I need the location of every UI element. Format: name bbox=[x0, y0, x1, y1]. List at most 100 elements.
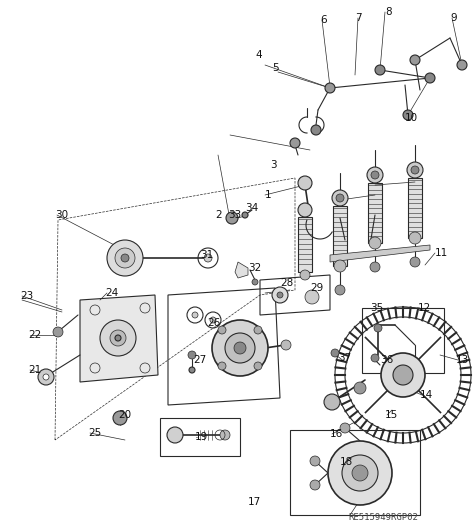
Circle shape bbox=[188, 351, 196, 359]
Text: 27: 27 bbox=[193, 355, 206, 365]
Text: 7: 7 bbox=[355, 13, 362, 23]
Text: 11: 11 bbox=[435, 248, 448, 258]
Circle shape bbox=[325, 83, 335, 93]
Bar bbox=[362, 308, 444, 373]
Circle shape bbox=[407, 162, 423, 178]
Circle shape bbox=[425, 73, 435, 83]
Circle shape bbox=[324, 394, 340, 410]
Text: 26: 26 bbox=[207, 318, 220, 328]
Circle shape bbox=[192, 312, 198, 318]
Text: 12: 12 bbox=[418, 303, 431, 313]
Circle shape bbox=[411, 166, 419, 174]
Text: 31: 31 bbox=[200, 250, 213, 260]
Circle shape bbox=[298, 203, 312, 217]
Text: 10: 10 bbox=[405, 113, 418, 123]
Circle shape bbox=[331, 349, 339, 357]
Text: 16: 16 bbox=[330, 429, 343, 439]
Text: 18: 18 bbox=[340, 457, 353, 467]
Circle shape bbox=[374, 324, 382, 332]
Text: 29: 29 bbox=[310, 283, 323, 293]
Text: 4: 4 bbox=[255, 50, 262, 60]
Circle shape bbox=[281, 340, 291, 350]
Bar bbox=[368, 183, 382, 243]
Circle shape bbox=[410, 55, 420, 65]
Circle shape bbox=[298, 176, 312, 190]
Bar bbox=[160, 418, 240, 456]
Circle shape bbox=[225, 333, 255, 363]
Circle shape bbox=[370, 262, 380, 272]
Circle shape bbox=[254, 362, 262, 370]
Circle shape bbox=[409, 232, 421, 244]
Circle shape bbox=[457, 60, 467, 70]
Bar bbox=[298, 217, 312, 272]
Text: 13: 13 bbox=[456, 355, 469, 365]
Circle shape bbox=[100, 320, 136, 356]
Circle shape bbox=[328, 441, 392, 505]
Text: 37: 37 bbox=[338, 353, 351, 363]
Circle shape bbox=[352, 465, 368, 481]
Circle shape bbox=[43, 374, 49, 380]
Polygon shape bbox=[330, 245, 430, 262]
Circle shape bbox=[220, 430, 230, 440]
Text: 30: 30 bbox=[55, 210, 68, 220]
Bar bbox=[290, 430, 420, 515]
Circle shape bbox=[311, 125, 321, 135]
Text: 23: 23 bbox=[20, 291, 33, 301]
Circle shape bbox=[300, 270, 310, 280]
Circle shape bbox=[218, 362, 226, 370]
Circle shape bbox=[336, 194, 344, 202]
Circle shape bbox=[121, 254, 129, 262]
Bar bbox=[408, 178, 422, 238]
Circle shape bbox=[38, 369, 54, 385]
Circle shape bbox=[272, 287, 288, 303]
Text: 28: 28 bbox=[280, 278, 293, 288]
Circle shape bbox=[107, 240, 143, 276]
Circle shape bbox=[335, 285, 345, 295]
Text: 8: 8 bbox=[385, 7, 392, 17]
Text: 35: 35 bbox=[370, 303, 383, 313]
Text: 33: 33 bbox=[228, 210, 241, 220]
Circle shape bbox=[290, 138, 300, 148]
Circle shape bbox=[218, 326, 226, 334]
Circle shape bbox=[167, 427, 183, 443]
Circle shape bbox=[53, 327, 63, 337]
Circle shape bbox=[189, 367, 195, 373]
Circle shape bbox=[310, 456, 320, 466]
Circle shape bbox=[113, 411, 127, 425]
Text: 6: 6 bbox=[320, 15, 327, 25]
Circle shape bbox=[110, 330, 126, 346]
Circle shape bbox=[371, 171, 379, 179]
Text: 25: 25 bbox=[88, 428, 101, 438]
Circle shape bbox=[234, 342, 246, 354]
Circle shape bbox=[340, 423, 350, 433]
Circle shape bbox=[115, 335, 121, 341]
Text: 21: 21 bbox=[28, 365, 41, 375]
Circle shape bbox=[305, 290, 319, 304]
Text: 17: 17 bbox=[248, 497, 261, 507]
Circle shape bbox=[210, 317, 216, 323]
Circle shape bbox=[371, 354, 379, 362]
Circle shape bbox=[375, 65, 385, 75]
Circle shape bbox=[367, 167, 383, 183]
Circle shape bbox=[204, 254, 212, 262]
Text: 3: 3 bbox=[270, 160, 277, 170]
Circle shape bbox=[403, 110, 413, 120]
Circle shape bbox=[342, 455, 378, 491]
Polygon shape bbox=[235, 262, 248, 278]
Text: 24: 24 bbox=[105, 288, 118, 298]
Circle shape bbox=[277, 292, 283, 298]
Circle shape bbox=[310, 480, 320, 490]
Text: 20: 20 bbox=[118, 410, 131, 420]
Text: 14: 14 bbox=[420, 390, 433, 400]
Circle shape bbox=[393, 365, 413, 385]
Text: 36: 36 bbox=[380, 355, 393, 365]
Text: 15: 15 bbox=[385, 410, 398, 420]
Text: 5: 5 bbox=[272, 63, 279, 73]
Circle shape bbox=[381, 353, 425, 397]
Circle shape bbox=[410, 257, 420, 267]
Circle shape bbox=[254, 326, 262, 334]
Circle shape bbox=[332, 190, 348, 206]
Circle shape bbox=[252, 279, 258, 285]
Circle shape bbox=[212, 320, 268, 376]
Circle shape bbox=[369, 237, 381, 249]
